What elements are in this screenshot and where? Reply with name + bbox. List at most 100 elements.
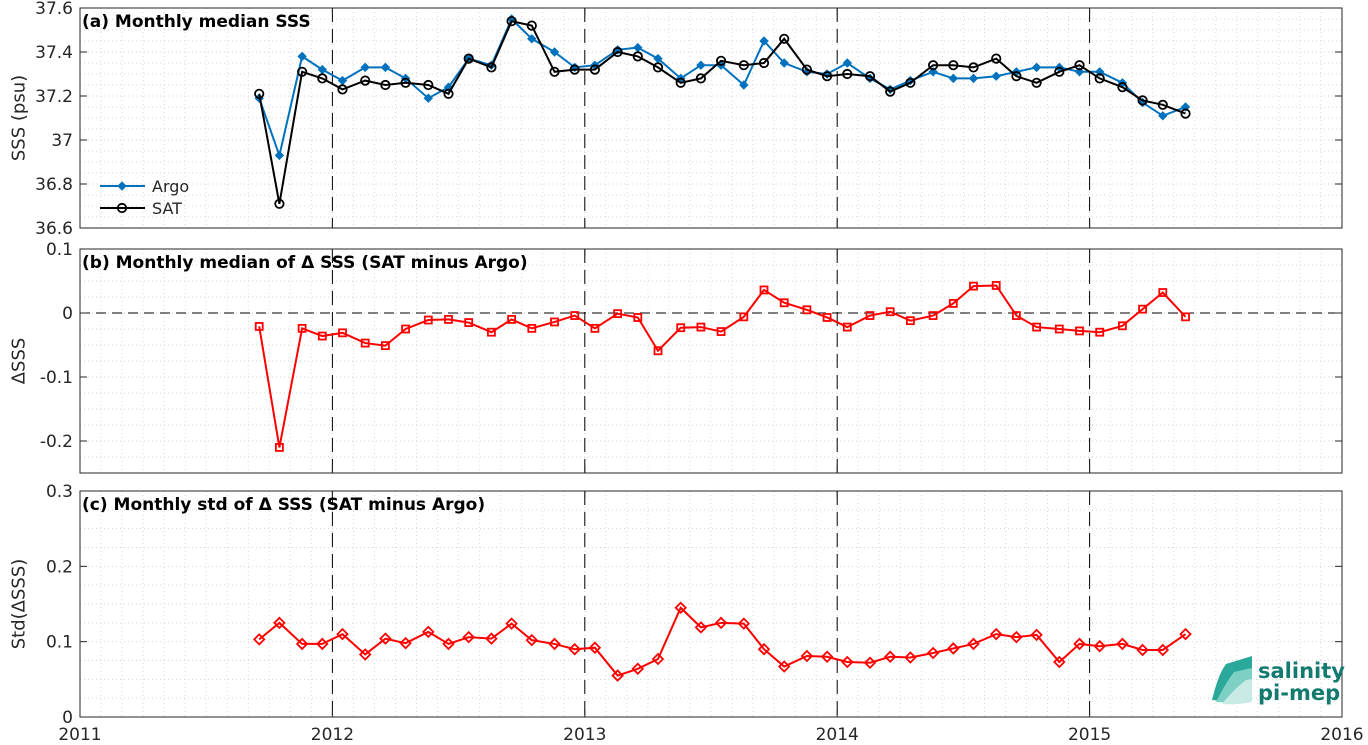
data-point bbox=[570, 311, 580, 320]
legend-marker bbox=[116, 202, 128, 214]
data-point bbox=[652, 62, 664, 73]
data-point bbox=[381, 341, 390, 351]
data-point bbox=[1010, 630, 1023, 644]
y-tick-label: 37 bbox=[51, 131, 73, 151]
data-point bbox=[842, 68, 853, 80]
panel-title: (a) Monthly median SSS bbox=[82, 12, 311, 32]
data-point bbox=[883, 650, 897, 664]
data-point bbox=[759, 285, 769, 295]
y-tick-label: 0 bbox=[62, 304, 73, 324]
data-point bbox=[820, 650, 834, 664]
data-point bbox=[360, 75, 371, 86]
data-point bbox=[1031, 77, 1042, 88]
y-tick-label: 36.6 bbox=[35, 219, 73, 239]
data-point bbox=[822, 313, 832, 322]
y-tick-label: 0.1 bbox=[46, 633, 73, 653]
data-point bbox=[863, 656, 877, 670]
y-tick-label: 0.3 bbox=[46, 482, 73, 502]
data-point bbox=[696, 60, 706, 70]
data-point bbox=[822, 71, 833, 82]
data-point bbox=[400, 77, 411, 88]
data-point bbox=[1118, 321, 1127, 331]
salinity-pi-mep-logo: salinity pi-mep bbox=[1212, 656, 1345, 705]
data-point bbox=[967, 637, 980, 651]
data-point bbox=[505, 617, 518, 630]
data-point bbox=[885, 307, 895, 317]
data-point bbox=[1136, 643, 1149, 657]
data-point bbox=[1179, 627, 1192, 641]
data-point bbox=[905, 316, 915, 326]
data-point bbox=[401, 324, 410, 334]
data-point bbox=[777, 660, 791, 673]
data-point bbox=[968, 73, 979, 84]
logo-text-salinity: salinity bbox=[1258, 659, 1345, 683]
data-point bbox=[696, 322, 706, 332]
data-point bbox=[676, 323, 686, 333]
data-point bbox=[632, 51, 643, 62]
data-point bbox=[1180, 108, 1191, 119]
data-point bbox=[358, 648, 372, 661]
data-point bbox=[1158, 288, 1168, 297]
data-point bbox=[463, 53, 474, 64]
data-point bbox=[569, 64, 580, 75]
data-point bbox=[737, 617, 751, 630]
data-point bbox=[444, 314, 453, 324]
data-point bbox=[1138, 304, 1148, 314]
data-point bbox=[969, 281, 978, 291]
data-point bbox=[399, 636, 412, 650]
data-point bbox=[1156, 643, 1170, 657]
data-point bbox=[631, 662, 645, 676]
data-point bbox=[991, 71, 1001, 81]
x-tick-label: 2013 bbox=[563, 725, 606, 745]
data-point bbox=[779, 33, 790, 44]
data-point bbox=[864, 71, 876, 82]
data-point bbox=[462, 630, 475, 644]
data-point bbox=[423, 79, 434, 91]
data-point bbox=[549, 47, 560, 57]
y-tick-label: 37.6 bbox=[35, 0, 73, 19]
data-point bbox=[989, 627, 1003, 641]
legend: Argo SAT bbox=[100, 177, 189, 218]
data-point bbox=[443, 88, 454, 99]
data-point bbox=[757, 642, 771, 656]
data-point bbox=[274, 150, 285, 161]
data-point bbox=[779, 298, 789, 308]
data-point bbox=[254, 322, 264, 331]
data-point bbox=[1137, 95, 1148, 106]
data-point bbox=[675, 77, 686, 88]
data-point bbox=[485, 632, 498, 645]
data-point bbox=[380, 79, 391, 91]
data-point bbox=[486, 62, 497, 73]
y-axis-label: SSS (psu) bbox=[8, 75, 29, 161]
data-point bbox=[1030, 628, 1043, 642]
data-point bbox=[568, 642, 581, 656]
data-point bbox=[1117, 82, 1128, 93]
data-point bbox=[716, 327, 726, 336]
y-tick-label: 36.8 bbox=[35, 175, 73, 195]
panel-title: (c) Monthly std of Δ SSS (SAT minus Argo… bbox=[82, 495, 485, 515]
data-point bbox=[317, 331, 327, 341]
data-point bbox=[948, 60, 959, 71]
data-point bbox=[254, 88, 265, 99]
data-point bbox=[360, 62, 370, 73]
data-point bbox=[1181, 312, 1190, 322]
data-point bbox=[527, 323, 537, 333]
x-tick-label: 2016 bbox=[1320, 725, 1363, 745]
panel-a: 36.6 36.8 37 37.2 37.4 37.6 (a) Monthly median… bbox=[8, 0, 1343, 239]
y-tick-label: 0.2 bbox=[46, 557, 73, 577]
legend-label: SAT bbox=[152, 199, 182, 218]
panel-c: 0 0.1 0.2 0.3 2011 2012 2013 2014 2015 2016 (c) Mo… bbox=[8, 482, 1363, 745]
series-line-sat bbox=[258, 20, 1186, 204]
data-point bbox=[273, 616, 286, 630]
data-point bbox=[633, 313, 643, 322]
data-point bbox=[297, 51, 307, 62]
data-point bbox=[487, 327, 496, 337]
data-point bbox=[694, 621, 708, 634]
data-point bbox=[1032, 322, 1041, 332]
data-point bbox=[714, 616, 728, 630]
data-point bbox=[991, 281, 1001, 290]
data-point bbox=[1093, 639, 1106, 653]
panel-b: -0.2 -0.1 0 0.1 (b) Monthly median of Δ SSS … bbox=[8, 240, 1343, 474]
legend-marker bbox=[117, 181, 127, 191]
